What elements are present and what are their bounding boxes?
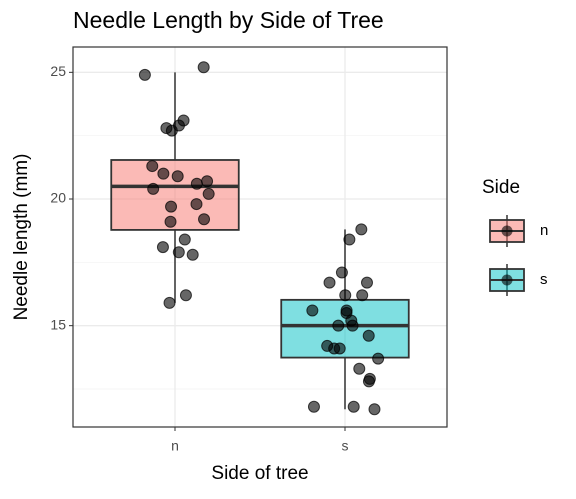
x-axis-label: Side of tree — [211, 463, 308, 484]
point — [177, 114, 190, 127]
point — [339, 289, 352, 302]
x-tick-label: n — [171, 438, 179, 454]
point — [165, 200, 178, 213]
point — [360, 276, 373, 289]
point — [164, 215, 177, 228]
chart-title: Needle Length by Side of Tree — [73, 7, 384, 33]
point — [346, 319, 359, 332]
point — [179, 289, 192, 302]
point — [156, 241, 169, 254]
point — [197, 61, 210, 74]
point — [171, 170, 184, 183]
point — [323, 276, 336, 289]
point — [202, 187, 215, 200]
point — [190, 198, 203, 211]
point — [353, 362, 366, 375]
point — [165, 124, 178, 137]
point — [307, 400, 320, 413]
point — [138, 68, 151, 81]
panel-border — [72, 46, 448, 428]
point — [362, 375, 375, 388]
point — [368, 403, 381, 416]
point — [201, 175, 214, 188]
point — [335, 266, 348, 279]
point — [146, 160, 159, 173]
legend-label: n — [540, 222, 548, 239]
legend-key-point — [501, 225, 513, 237]
y-tick-label: 15 — [50, 316, 66, 332]
x-tick-label: s — [342, 438, 349, 454]
y-axis-label: Needle length (mm) — [11, 154, 32, 321]
y-tick-label: 20 — [50, 190, 66, 206]
point — [362, 329, 375, 342]
point — [147, 182, 160, 195]
point — [347, 400, 360, 413]
point — [190, 177, 203, 190]
point — [163, 296, 176, 309]
point — [198, 213, 211, 226]
point — [178, 233, 191, 246]
point — [333, 342, 346, 355]
point — [157, 167, 170, 180]
legend-key-point — [501, 274, 513, 286]
point — [355, 223, 368, 236]
legend-label: s — [540, 271, 548, 288]
legend-title: Side — [482, 177, 520, 198]
point — [332, 319, 345, 332]
point — [372, 352, 385, 365]
point — [356, 289, 369, 302]
point — [306, 304, 319, 317]
point — [186, 248, 199, 261]
point — [343, 233, 356, 246]
y-tick-label: 25 — [50, 63, 66, 79]
point — [321, 339, 334, 352]
point — [172, 246, 185, 259]
